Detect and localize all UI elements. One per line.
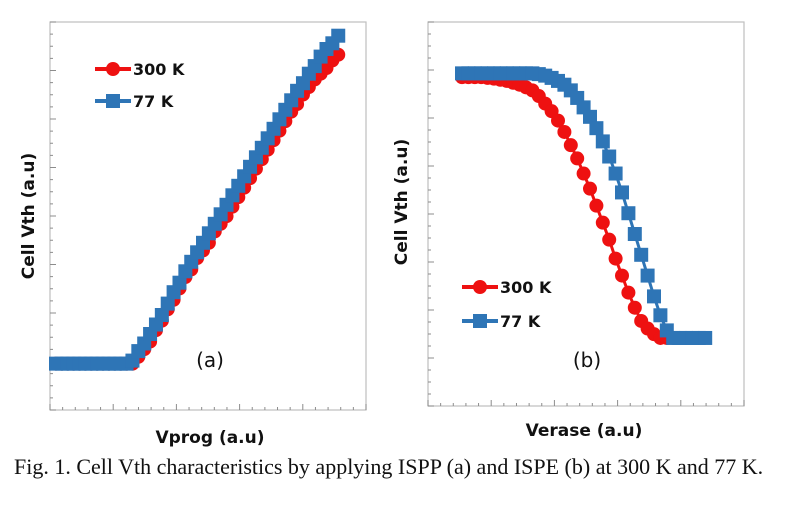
data-point xyxy=(627,300,642,315)
data-point xyxy=(589,121,604,136)
data-point xyxy=(602,149,617,164)
panel-b-label: (b) xyxy=(573,348,601,372)
panel-a-x-ticks xyxy=(49,404,367,410)
data-point xyxy=(557,124,572,139)
panel-b-series-group xyxy=(455,66,713,345)
data-point xyxy=(698,330,713,345)
panel-b-y-ticks xyxy=(428,21,434,407)
series-77-k xyxy=(49,28,346,371)
panel-b-x-ticks xyxy=(427,400,745,406)
data-point xyxy=(172,275,187,290)
data-point xyxy=(615,185,629,200)
panel-a-label: (a) xyxy=(196,348,224,372)
legend-marker xyxy=(106,62,120,76)
series-77-k xyxy=(455,66,713,345)
panel-a-x-axis-title: Vprog (a.u) xyxy=(155,428,264,448)
data-point xyxy=(627,227,642,242)
data-point xyxy=(570,151,585,166)
data-point xyxy=(615,268,629,283)
panel-a-chart: 300 K 77 K (a) Vprog (a.u) Cell Vth (a.u) xyxy=(19,21,367,448)
data-point xyxy=(154,308,169,322)
data-point xyxy=(653,308,668,323)
panel-b-y-axis-title: Cell Vth (a.u) xyxy=(392,139,412,265)
panel-a-y-axis-title: Cell Vth (a.u) xyxy=(19,153,39,279)
data-point xyxy=(595,215,610,230)
data-point xyxy=(563,138,578,153)
legend-marker xyxy=(473,280,487,294)
data-point xyxy=(621,206,636,221)
data-point xyxy=(589,198,604,213)
data-point xyxy=(647,289,661,304)
panel-a-series-group xyxy=(49,28,346,371)
legend-label: 77 K xyxy=(500,312,541,331)
legend-marker xyxy=(106,94,120,108)
data-point xyxy=(583,181,597,196)
data-point xyxy=(608,251,623,266)
data-point xyxy=(331,28,346,43)
data-point xyxy=(634,247,649,262)
panel-b-x-axis-title: Verase (a.u) xyxy=(526,421,643,441)
data-point xyxy=(621,285,636,300)
panel-a-legend: 300 K 77 K xyxy=(95,60,185,111)
data-point xyxy=(551,113,565,128)
data-point xyxy=(331,47,346,62)
panel-b-legend: 300 K 77 K xyxy=(462,278,552,331)
legend-marker xyxy=(473,314,487,328)
panel-b-chart: 300 K 77 K (b) Verase (a.u) Cell Vth (a.u… xyxy=(392,21,745,441)
figure-caption: Fig. 1. Cell Vth characteristics by appl… xyxy=(14,454,764,479)
legend-label: 300 K xyxy=(500,278,552,297)
panel-a-y-ticks xyxy=(50,21,56,411)
data-point xyxy=(640,268,655,283)
data-point xyxy=(595,134,610,149)
data-point xyxy=(602,232,617,247)
data-point xyxy=(608,166,623,181)
legend-label: 300 K xyxy=(133,60,185,79)
data-point xyxy=(160,296,175,311)
data-point xyxy=(583,109,597,124)
legend-label: 77 K xyxy=(133,92,174,111)
data-point xyxy=(576,166,591,181)
